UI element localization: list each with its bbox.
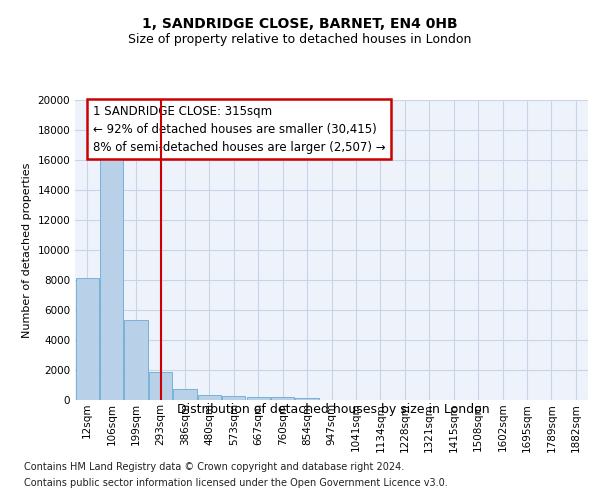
Text: Size of property relative to detached houses in London: Size of property relative to detached ho… [128,32,472,46]
Bar [271,397,294,400]
Text: Contains public sector information licensed under the Open Government Licence v3: Contains public sector information licen… [24,478,448,488]
Bar [222,396,245,400]
Bar [124,320,148,400]
Bar [100,152,123,400]
Text: Distribution of detached houses by size in London: Distribution of detached houses by size … [176,402,490,415]
Text: 1, SANDRIDGE CLOSE, BARNET, EN4 0HB: 1, SANDRIDGE CLOSE, BARNET, EN4 0HB [142,18,458,32]
Bar [198,394,221,400]
Y-axis label: Number of detached properties: Number of detached properties [22,162,32,338]
Text: 1 SANDRIDGE CLOSE: 315sqm
← 92% of detached houses are smaller (30,415)
8% of se: 1 SANDRIDGE CLOSE: 315sqm ← 92% of detac… [93,104,386,154]
Bar [76,278,99,400]
Text: Contains HM Land Registry data © Crown copyright and database right 2024.: Contains HM Land Registry data © Crown c… [24,462,404,472]
Bar [173,389,197,400]
Bar [295,398,319,400]
Bar [247,396,270,400]
Bar [149,372,172,400]
